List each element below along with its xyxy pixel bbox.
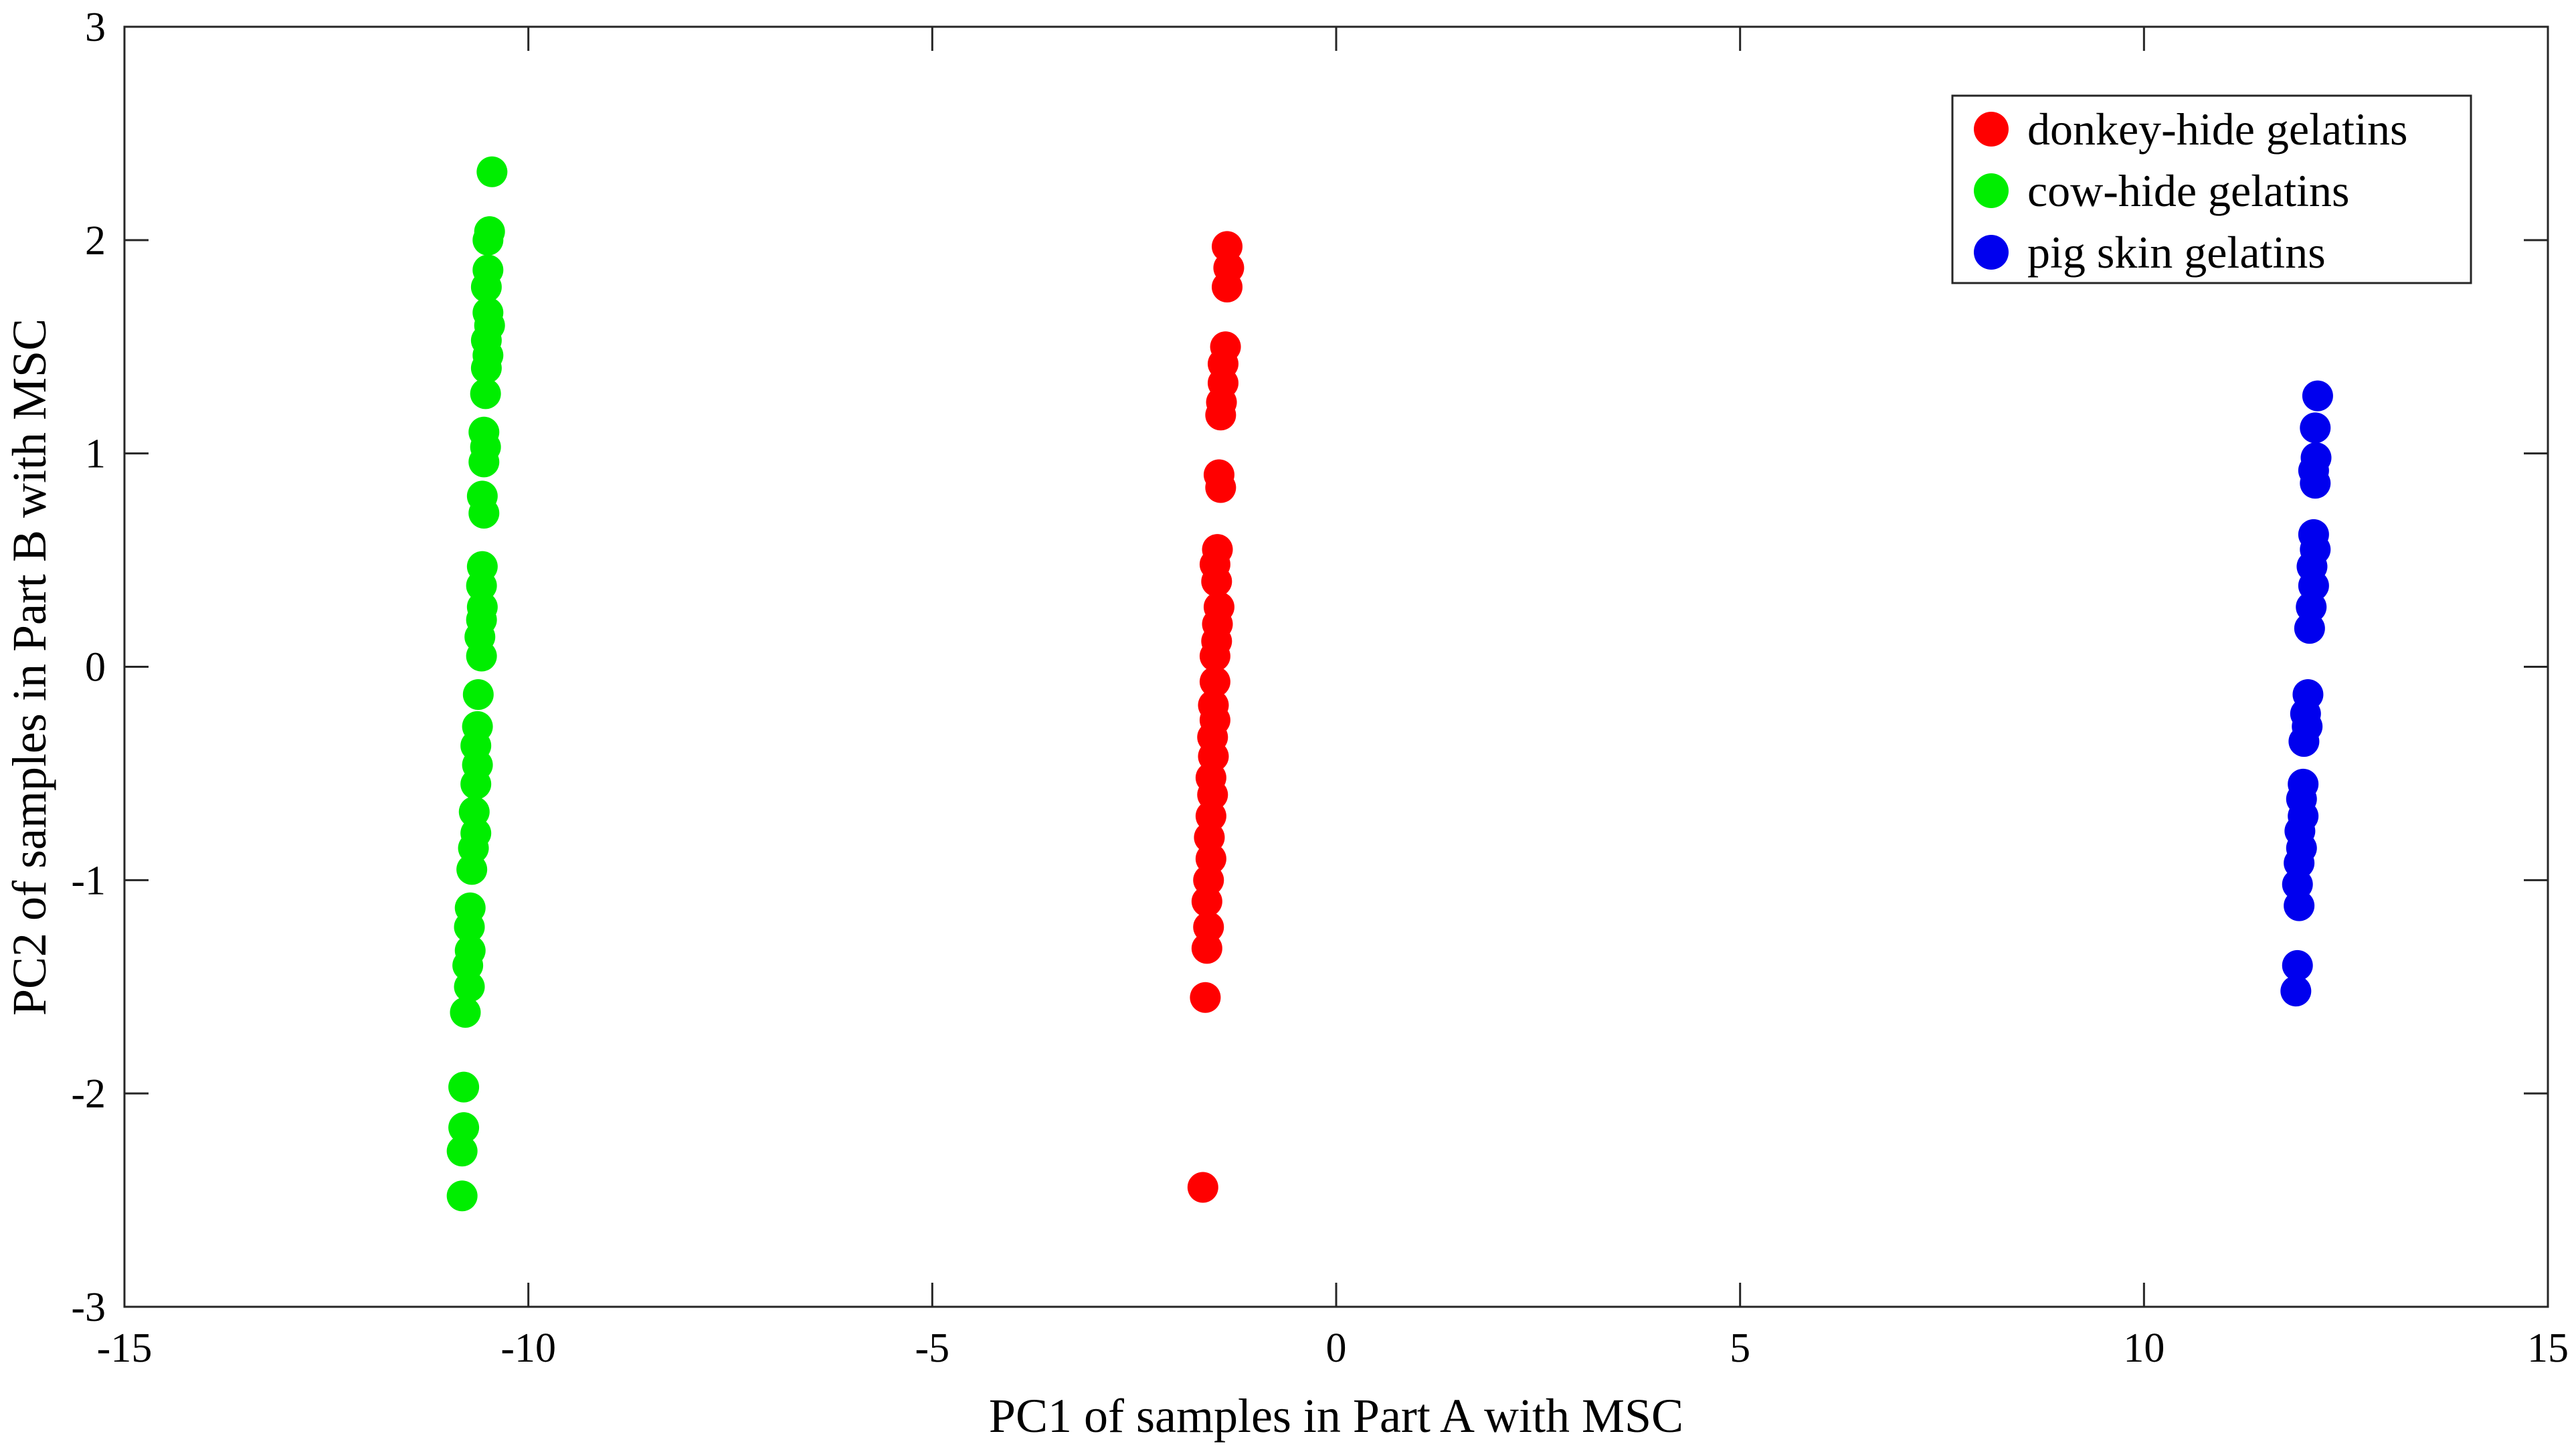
x-axis-label: PC1 of samples in Part A with MSC	[989, 1389, 1683, 1443]
data-point-cow-hide	[472, 224, 504, 256]
x-tick-label: 5	[1730, 1326, 1750, 1371]
legend-marker-donkey-hide	[1974, 112, 2009, 147]
y-tick-label: 3	[85, 5, 106, 50]
data-point-cow-hide	[450, 997, 481, 1028]
data-points	[446, 156, 2333, 1212]
data-point-donkey-hide	[1191, 886, 1222, 917]
data-point-cow-hide	[476, 156, 508, 187]
data-point-pig-skin	[2280, 976, 2312, 1007]
series-donkey-hide	[1187, 231, 1245, 1203]
x-tick-label: -5	[915, 1326, 950, 1371]
data-point-cow-hide	[446, 1136, 478, 1167]
data-point-donkey-hide	[1201, 565, 1232, 597]
legend: donkey-hide gelatins cow-hide gelatins p…	[1951, 94, 2472, 284]
x-tick-label: 15	[2527, 1326, 2569, 1371]
series-cow-hide	[446, 156, 508, 1212]
data-point-pig-skin	[2302, 380, 2333, 412]
data-point-cow-hide	[462, 678, 494, 710]
legend-marker-cow-hide	[1974, 173, 2009, 208]
y-axis-label: PC2 of samples in Part B with MSC	[3, 319, 56, 1016]
data-point-donkey-hide	[1199, 640, 1230, 672]
data-point-cow-hide	[466, 640, 497, 672]
y-tick-label: -3	[71, 1285, 106, 1330]
legend-label-cow-hide: cow-hide gelatins	[2027, 165, 2350, 216]
data-point-cow-hide	[454, 971, 485, 1002]
data-point-pig-skin	[2284, 890, 2315, 921]
data-point-cow-hide	[470, 271, 502, 302]
data-point-donkey-hide	[1199, 666, 1230, 697]
data-point-pig-skin	[2288, 726, 2320, 757]
data-point-donkey-hide	[1205, 399, 1236, 431]
data-point-donkey-hide	[1212, 271, 1243, 302]
data-point-cow-hide	[456, 854, 488, 885]
y-tick-label: 2	[85, 218, 106, 264]
data-point-cow-hide	[468, 497, 500, 529]
y-tick-label: 0	[85, 645, 106, 691]
data-point-donkey-hide	[1191, 933, 1222, 964]
y-tick-label: -1	[71, 858, 106, 903]
x-tick-label: 10	[2123, 1326, 2165, 1371]
data-point-donkey-hide	[1187, 1172, 1218, 1203]
data-point-pig-skin	[2282, 949, 2313, 981]
legend-box	[1951, 94, 2472, 284]
y-tick-label: -2	[71, 1071, 106, 1117]
x-tick-label: -15	[97, 1326, 153, 1371]
series-pig-skin	[2280, 380, 2333, 1007]
data-point-cow-hide	[454, 911, 485, 943]
data-point-cow-hide	[460, 768, 492, 800]
data-point-donkey-hide	[1205, 472, 1236, 503]
data-point-donkey-hide	[1190, 982, 1221, 1013]
axis-ticks	[123, 25, 2549, 1308]
data-point-cow-hide	[470, 353, 502, 384]
x-tick-label: 0	[1326, 1326, 1347, 1371]
data-point-pig-skin	[2300, 468, 2331, 499]
data-point-pig-skin	[2300, 412, 2331, 444]
data-point-cow-hide	[468, 446, 500, 478]
data-point-pig-skin	[2294, 613, 2325, 644]
x-tick-label: -10	[500, 1326, 556, 1371]
legend-label-donkey-hide: donkey-hide gelatins	[2027, 104, 2407, 155]
data-point-cow-hide	[448, 1071, 480, 1103]
data-point-cow-hide	[448, 1112, 480, 1144]
y-tick-label: 1	[85, 432, 106, 477]
legend-marker-pig-skin	[1974, 235, 2009, 270]
data-point-cow-hide	[446, 1180, 478, 1212]
legend-label-pig-skin: pig skin gelatins	[2027, 227, 2326, 278]
data-point-cow-hide	[470, 378, 501, 410]
